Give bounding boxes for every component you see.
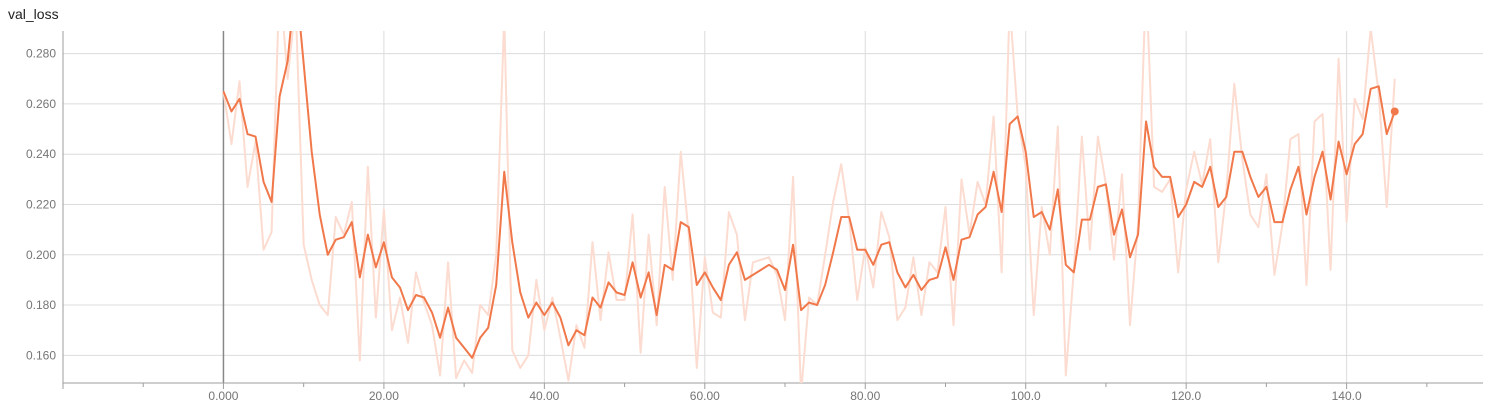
y-tick-label: 0.280 xyxy=(26,47,56,61)
series xyxy=(222,31,1399,383)
y-tick-label: 0.220 xyxy=(26,197,56,211)
x-tick-label: 20.00 xyxy=(369,389,399,403)
y-tick-label: 0.260 xyxy=(26,97,56,111)
y-tick-label: 0.200 xyxy=(26,248,56,262)
axes xyxy=(62,31,1483,389)
x-tick-label: 40.00 xyxy=(529,389,559,403)
tick-labels: 0.160 0.180 0.200 0.220 0.240 0.260 0.280 0.000… xyxy=(26,47,1362,403)
x-tick-label: 100.0 xyxy=(1011,389,1041,403)
raw-series-line xyxy=(222,31,1396,383)
last-point-marker xyxy=(1390,107,1399,116)
x-tick-label: 140.0 xyxy=(1332,389,1362,403)
y-tick-label: 0.180 xyxy=(26,298,56,312)
x-tick-label: 60.00 xyxy=(690,389,720,403)
y-tick-label: 0.240 xyxy=(26,147,56,161)
x-tick-label: 0.000 xyxy=(208,389,238,403)
x-tick-label: 120.0 xyxy=(1171,389,1201,403)
smoothed-series-line xyxy=(222,31,1396,359)
chart-title: val_loss xyxy=(8,6,59,22)
grid xyxy=(63,31,1483,383)
y-tick-label: 0.160 xyxy=(26,348,56,362)
x-tick-label: 80.00 xyxy=(850,389,880,403)
